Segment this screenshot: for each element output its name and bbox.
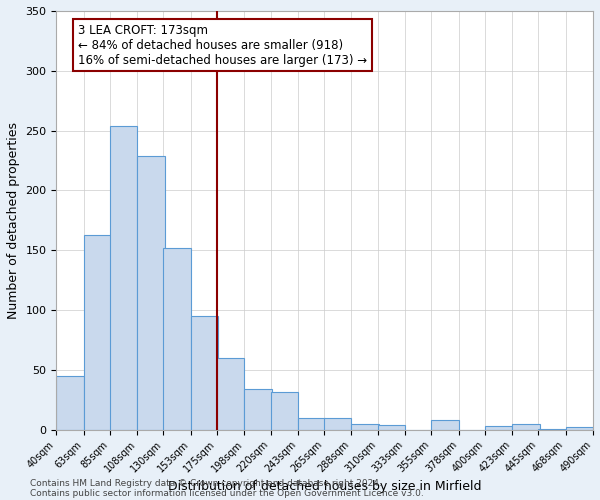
Bar [298, 418, 325, 430]
X-axis label: Distribution of detached houses by size in Mirfield: Distribution of detached houses by size … [168, 480, 481, 493]
Bar [137, 156, 164, 430]
Bar [84, 235, 111, 430]
Text: 3 LEA CROFT: 173sqm
← 84% of detached houses are smaller (918)
16% of semi-detac: 3 LEA CROFT: 173sqm ← 84% of detached ho… [78, 24, 367, 66]
Bar [538, 428, 566, 430]
Bar [191, 316, 218, 430]
Bar [56, 376, 84, 430]
Bar [271, 392, 298, 430]
Bar [566, 428, 593, 430]
Bar [377, 425, 405, 430]
Bar [244, 389, 272, 430]
Bar [431, 420, 458, 430]
Y-axis label: Number of detached properties: Number of detached properties [7, 122, 20, 319]
Text: Contains public sector information licensed under the Open Government Licence v3: Contains public sector information licen… [30, 488, 424, 498]
Bar [485, 426, 512, 430]
Text: Contains HM Land Registry data © Crown copyright and database right 2024.: Contains HM Land Registry data © Crown c… [30, 478, 382, 488]
Bar [217, 358, 244, 430]
Bar [324, 418, 352, 430]
Bar [352, 424, 379, 430]
Bar [110, 126, 137, 430]
Bar [163, 248, 191, 430]
Bar [512, 424, 539, 430]
